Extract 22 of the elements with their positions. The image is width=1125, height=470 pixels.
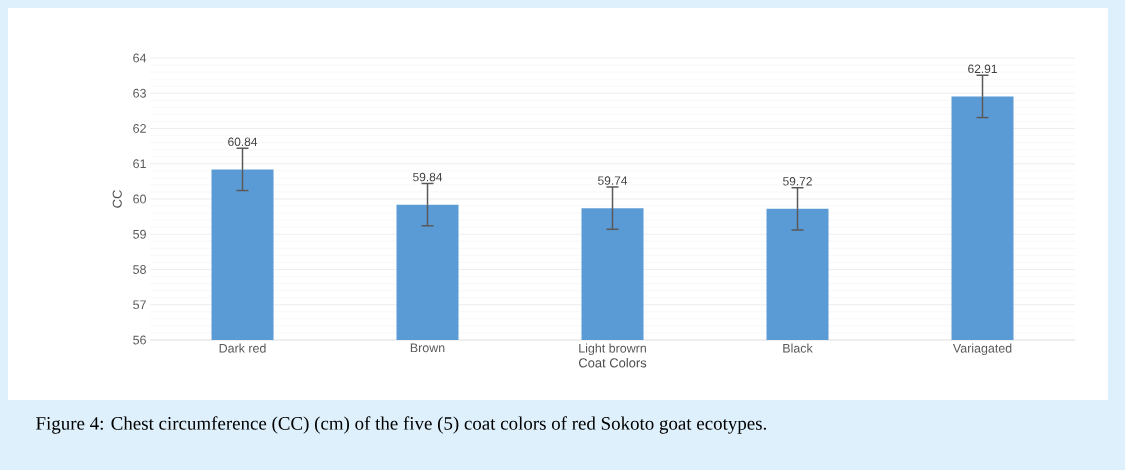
y-tick-label: 60	[133, 194, 146, 204]
y-tick-label: 59	[133, 229, 146, 239]
y-tick-label: 63	[133, 88, 146, 98]
data-label: 59.72	[783, 177, 812, 186]
x-tick-label: Variagated	[952, 343, 1012, 356]
x-tick-label: Black	[783, 343, 813, 353]
y-tick-label: 57	[133, 300, 146, 310]
data-label: 62.91	[968, 64, 997, 74]
y-axis-title: CC	[112, 190, 122, 208]
y-tick-label: 56	[133, 335, 146, 345]
y-tick-label: 62	[133, 124, 146, 133]
x-tick-label: Light browrn	[579, 343, 646, 356]
y-tick-label: 64	[133, 53, 147, 63]
x-tick-label: Brown	[410, 343, 445, 353]
x-axis-title: Coat Colors	[578, 357, 647, 368]
data-label: 59.84	[413, 172, 443, 182]
caption: Figure 4: Chest circumference (CC) (cm) of the five (5) coat colors of red Sokoto goat ecotypes.	[36, 416, 767, 434]
y-tick-label: 61	[133, 159, 146, 169]
data-label: 60.84	[228, 137, 258, 147]
x-tick-label: Dark red	[219, 343, 266, 353]
data-label: 59.74	[598, 176, 628, 185]
y-tick-label: 58	[133, 265, 146, 274]
